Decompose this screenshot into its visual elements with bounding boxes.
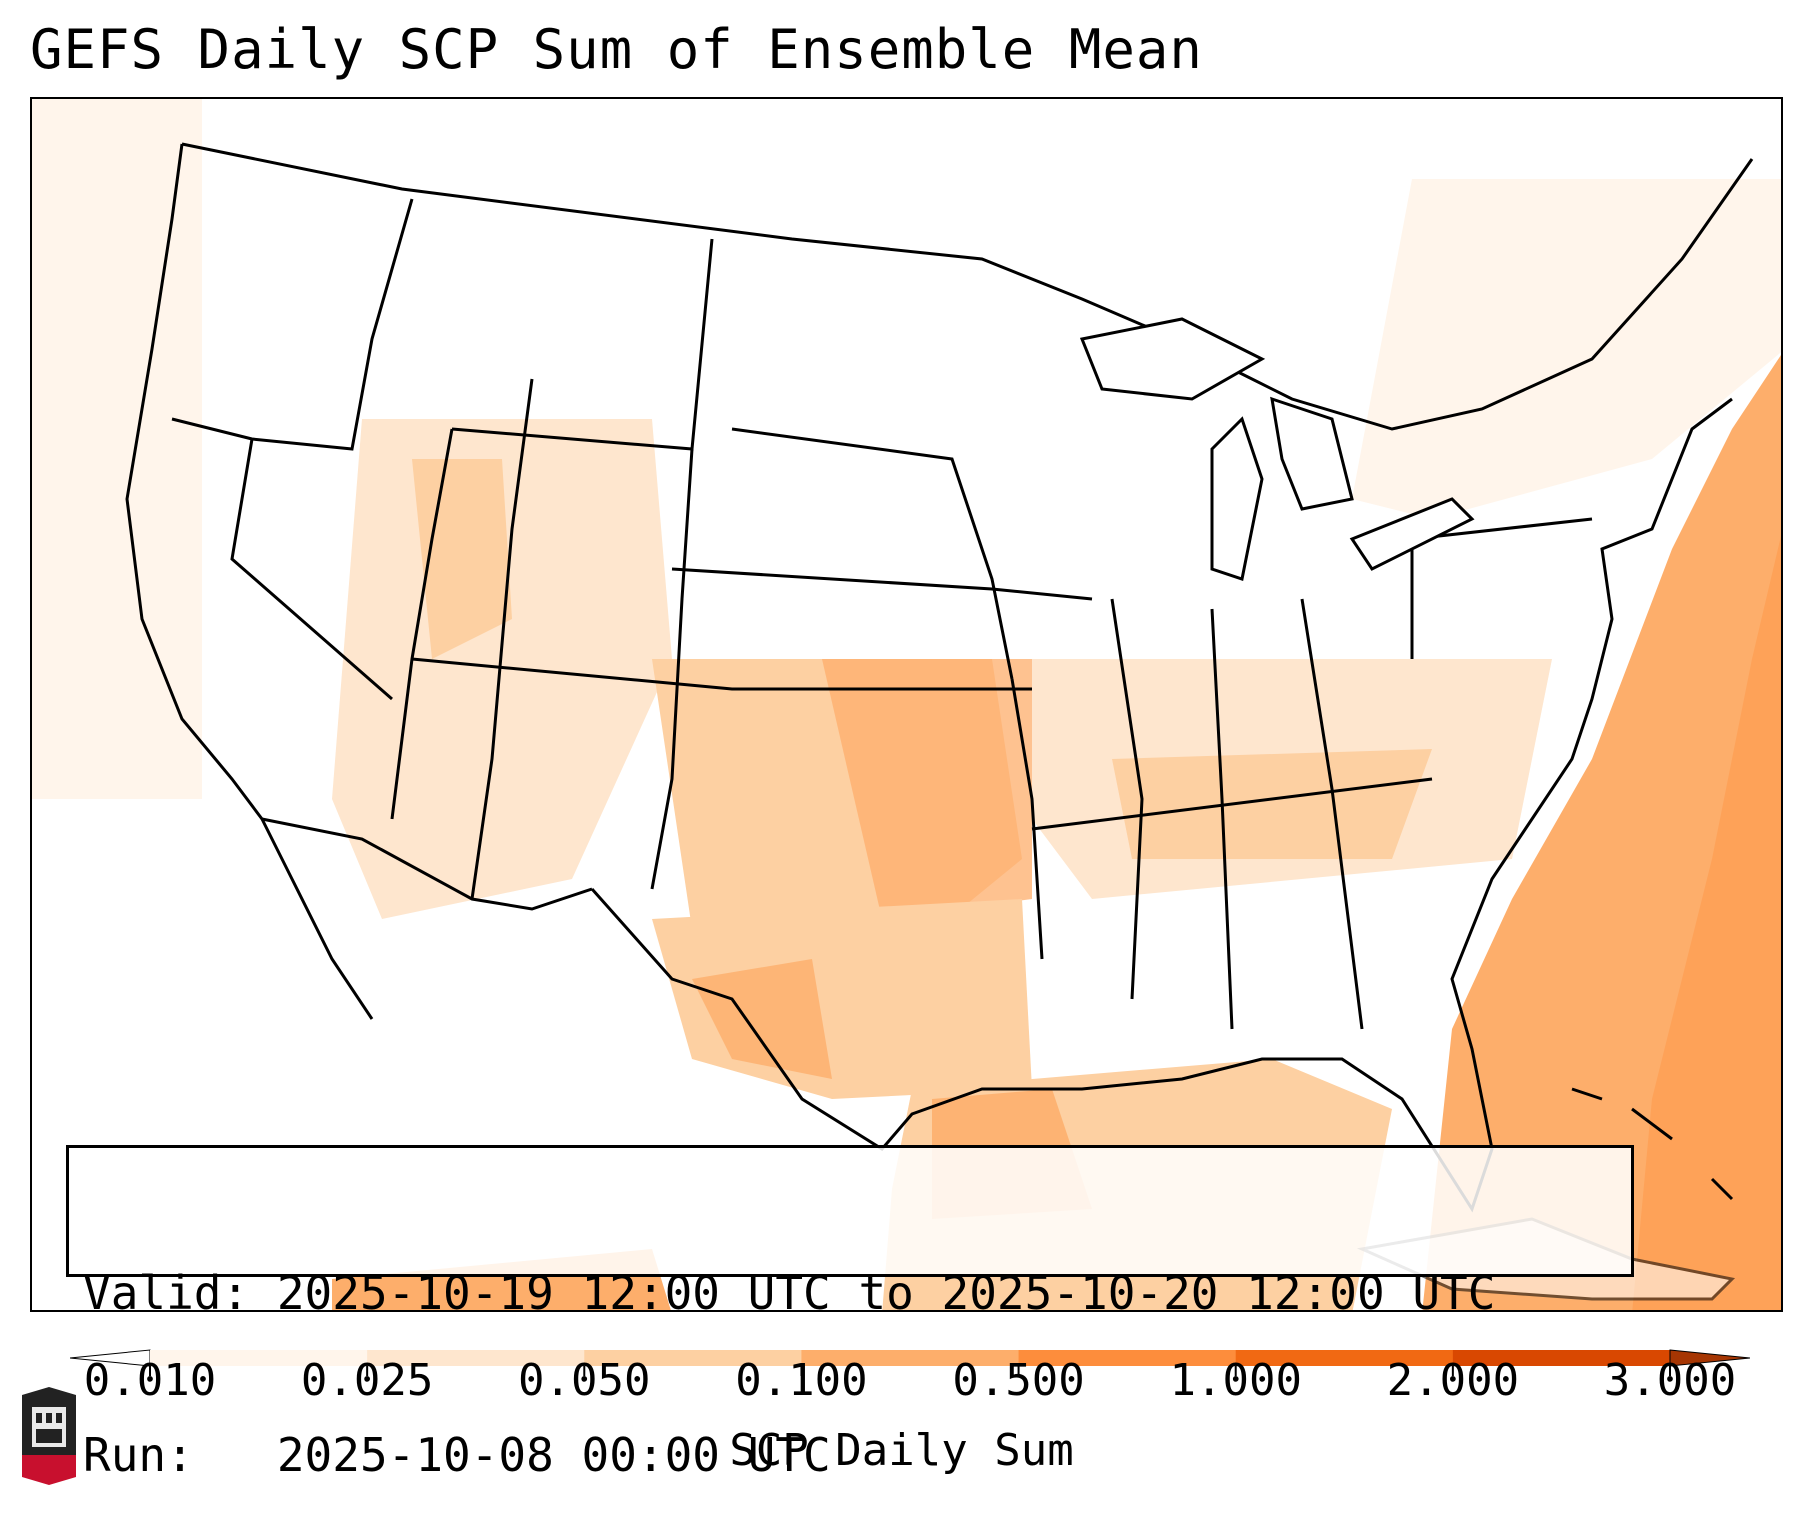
line-tn-nc	[1031, 777, 1433, 831]
colorbar-segment	[801, 1350, 1020, 1366]
shade-atlantic-core	[1632, 535, 1781, 1310]
line-al-ga	[1210, 608, 1234, 1030]
shade-central-texas	[692, 959, 832, 1079]
shade-tennessee	[1112, 749, 1432, 859]
colorbar-tick-label: 0.050	[518, 1355, 651, 1406]
colorbar-segment	[1018, 1350, 1237, 1366]
line-mt-wy	[451, 238, 714, 451]
line-wy-co-nm	[470, 378, 534, 900]
colorbar-segments	[70, 1349, 1750, 1367]
colorbar-label: SCP Daily Sum	[729, 1425, 1074, 1476]
colorbar-segment	[584, 1350, 802, 1366]
bahamas	[1571, 1087, 1734, 1201]
valid-run-info-box: Valid: 2025-10-19 12:00 UTC to 2025-10-2…	[66, 1145, 1634, 1482]
colorbar-ticks	[149, 1366, 1671, 1376]
colorbar-segment	[367, 1350, 585, 1366]
shade-pacific-nw	[32, 99, 202, 799]
coast-west	[125, 143, 374, 1020]
colorbar-tick-label: 0.100	[735, 1355, 868, 1406]
colorbar-extend-high	[1669, 1349, 1750, 1367]
colorbar-tick-label: 2.000	[1386, 1355, 1520, 1406]
scp-shading	[32, 99, 1781, 1310]
colorbar-tick-label: 0.025	[300, 1355, 434, 1406]
colorbar-tick-label: 0.010	[83, 1355, 217, 1406]
line-nv-ut	[390, 428, 454, 820]
shade-northeast	[1352, 179, 1781, 519]
colorbar-segment	[150, 1350, 368, 1366]
colorbar-tick-label: 1.000	[1169, 1355, 1302, 1406]
shade-oklahoma	[822, 659, 1032, 919]
colorbar-tick-label: 3.000	[1603, 1355, 1737, 1406]
run-time-text: Run: 2025-10-08 00:00 UTC	[83, 1428, 831, 1482]
great-lakes	[1079, 317, 1475, 581]
valid-time-text: Valid: 2025-10-19 12:00 UTC to 2025-10-2…	[83, 1266, 1496, 1320]
line-ne-ks	[671, 567, 1093, 601]
map-svg	[32, 99, 1781, 1310]
shade-rockies	[332, 419, 672, 919]
map-panel[interactable]	[30, 97, 1783, 1312]
line-nd-sd-ne	[650, 448, 694, 890]
chart-title: GEFS Daily SCP Sum of Ensemble Mean	[30, 18, 1203, 81]
colorbar-segment	[1452, 1350, 1671, 1366]
line-ks-ok	[411, 657, 1032, 691]
line-ca-nv	[230, 438, 393, 701]
niu-logo	[22, 1387, 76, 1485]
line-wa-or-id	[171, 198, 414, 451]
lake-huron	[1270, 396, 1354, 511]
logo-banner	[22, 1455, 76, 1485]
line-mo-ar	[1010, 678, 1044, 960]
line-mn-ia	[731, 427, 1014, 680]
lake-erie	[1349, 497, 1475, 571]
colorbar	[70, 1349, 1750, 1376]
lake-michigan	[1210, 416, 1264, 581]
colorbar-tick-label: 0.500	[952, 1355, 1085, 1406]
line-ga-sc	[1300, 598, 1364, 1030]
line-il-in	[1110, 598, 1144, 1000]
lake-superior	[1079, 317, 1266, 401]
colorbar-segment	[1235, 1350, 1454, 1366]
